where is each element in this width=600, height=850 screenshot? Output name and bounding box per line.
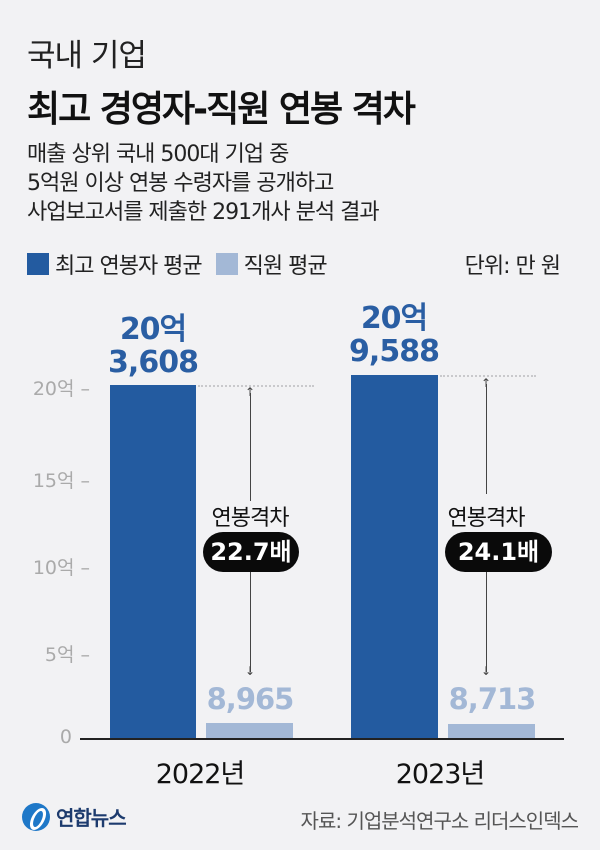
description-line: 매출 상위 국내 500대 기업 중 (27, 142, 289, 167)
gap-label: 연봉격차 (447, 506, 526, 531)
x-label-2023: 2023년 (395, 759, 486, 790)
legend-label: 직원 평균 (243, 254, 328, 279)
bar-ceo-2022 (110, 385, 196, 738)
bar-ceo-2023 (351, 375, 438, 738)
chart-description: 매출 상위 국내 500대 기업 중 5억원 이상 연봉 수령자를 공개하고 사… (27, 140, 380, 227)
x-label-2022: 2022년 (155, 759, 246, 790)
y-tick: 20억 – (32, 378, 90, 400)
reference-dotted-line (198, 385, 314, 387)
y-tick: 5억 – (44, 644, 90, 666)
reference-dotted-line (440, 375, 536, 377)
y-tick: 0 (59, 726, 72, 748)
gap-ratio-badge: 22.7배 (203, 532, 299, 572)
gap-arrow-down (250, 572, 251, 672)
arrow-down-icon: ↓ (245, 664, 256, 678)
source-credit: 자료: 기업분석연구소 리더스인덱스 (300, 809, 579, 833)
bar-staff-2023 (448, 724, 535, 738)
chart-kicker: 국내 기업 (27, 38, 147, 74)
gap-label: 연봉격차 (211, 506, 290, 531)
arrow-up-icon: ↑ (481, 376, 492, 390)
legend-swatch-light-blue (215, 253, 238, 275)
y-tick: 10억 – (32, 557, 90, 579)
yonhap-logo: 연합뉴스 (22, 802, 127, 831)
chart-title: 최고 경영자-직원 연봉 격차 (27, 89, 416, 130)
y-tick: 15억 – (32, 470, 90, 492)
legend: 최고 연봉자 평균 직원 평균 (27, 248, 341, 280)
ceo-value-label-2023: 20억 9,588 (349, 301, 440, 369)
gap-arrow-down (486, 572, 487, 672)
legend-item-staff: 직원 평균 (215, 248, 328, 280)
gap-arrow-up (250, 393, 251, 501)
legend-swatch-dark-blue (27, 253, 49, 275)
staff-value-label-2023: 8,713 (448, 682, 537, 716)
x-axis-baseline (80, 738, 564, 740)
staff-value-label-2022: 8,965 (206, 682, 295, 716)
gap-arrow-up (486, 384, 487, 494)
unit-label: 단위: 만 원 (464, 254, 561, 279)
arrow-up-icon: ↑ (245, 385, 256, 399)
arrow-down-icon: ↓ (481, 664, 492, 678)
yonhap-logo-icon (22, 802, 50, 831)
description-line: 5억원 이상 연봉 수령자를 공개하고 (27, 171, 334, 196)
gap-ratio-badge: 24.1배 (445, 532, 552, 572)
description-line: 사업보고서를 제출한 291개사 분석 결과 (27, 200, 380, 225)
ceo-value-label-2022: 20억 3,608 (108, 312, 199, 380)
bar-staff-2022 (206, 723, 293, 738)
legend-item-ceo: 최고 연봉자 평균 (27, 248, 203, 280)
logo-text: 연합뉴스 (56, 806, 127, 830)
legend-label: 최고 연봉자 평균 (55, 254, 203, 279)
